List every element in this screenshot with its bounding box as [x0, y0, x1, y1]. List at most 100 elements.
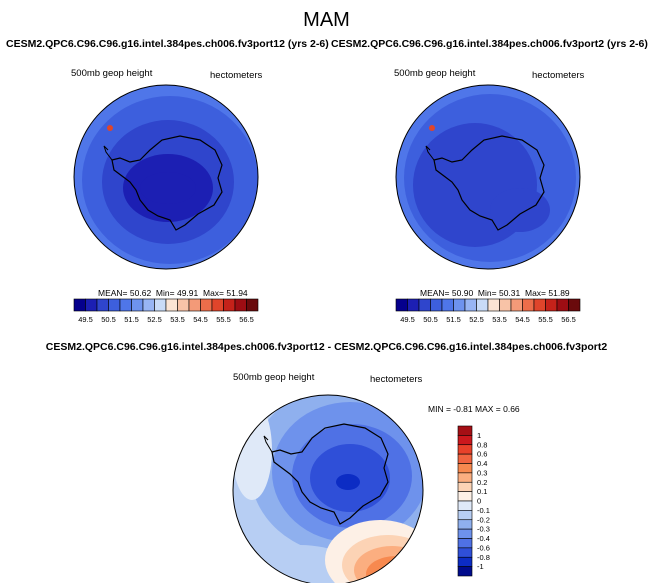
panel2-colorbar-tick-label: 53.5: [492, 315, 507, 324]
panel3-map-border: [232, 394, 424, 583]
panel2-colorbar-box: [556, 298, 569, 312]
panel3-title: CESM2.QPC6.C96.C96.g16.intel.384pes.ch00…: [45, 341, 608, 353]
panel3-colorbar-box: [457, 453, 473, 464]
panel2-colorbar-box: [545, 298, 558, 312]
panel3-colorbar-tick-label: -0.3: [477, 525, 490, 534]
panel1-map-border: [73, 84, 259, 270]
panel2-colorbar-box: [464, 298, 477, 312]
panel1-colorbar-tick-label: 53.5: [170, 315, 185, 324]
panel3-peninsula-outline: [263, 435, 273, 453]
panel2-colorbar-tick-label: 55.5: [538, 315, 553, 324]
panel2-colorbar-tick-label: 49.5: [400, 315, 415, 324]
panel3-colorbar-box: [457, 519, 473, 530]
panel3-colorbar-tick-label: 1: [477, 431, 481, 440]
panel2-stats: MEAN= 50.90 Min= 50.31 Max= 51.89: [420, 288, 570, 298]
panel3-contours: [233, 395, 423, 583]
panel3-colorbar-tick-label: 0: [477, 497, 481, 506]
panel1-map: [73, 84, 259, 270]
panel3-field-label: 500mb geop height: [233, 372, 315, 383]
panel1-colorbar-tick-label: 49.5: [78, 315, 93, 324]
panel1-colorbar: 49.5 50.5 51.5 52.5 53.5 54.5 55.5 56.5: [73, 298, 259, 324]
panel2-peninsula-outline: [425, 145, 435, 161]
panel1-peninsula-outline: [103, 145, 113, 161]
panel2-units-label: hectometers: [532, 70, 585, 81]
panel3-colorbar-tick-label: -0.1: [477, 506, 490, 515]
panel2-colorbar-box: [487, 298, 500, 312]
panel2-colorbar-box: [453, 298, 466, 312]
panel2-map: [395, 84, 581, 270]
panel2-colorbar-box: [510, 298, 523, 312]
panel1-colorbar-box: [108, 298, 121, 312]
panel1-colorbar-tick-label: 55.5: [216, 315, 231, 324]
panel2-colorbar-box: [476, 298, 489, 312]
panel1-mean-label: MEAN=: [98, 288, 128, 298]
panel1-min: 49.91: [176, 288, 199, 298]
panel3-colorbar-tick-label: 0.6: [477, 450, 487, 459]
panel2-colorbar-box: [441, 298, 454, 312]
panel1-colorbar-box: [73, 298, 86, 312]
panel1-units-label: hectometers: [210, 70, 263, 81]
panel3-colorbar-tick-label: -0.6: [477, 543, 490, 552]
panel1-colorbar-box: [154, 298, 167, 312]
panel3-colorbar-tick-label: -0.4: [477, 534, 490, 543]
panel3-colorbar-tick-label: 0.3: [477, 468, 487, 477]
panel3-colorbar: 10.80.60.40.30.20.10-0.1-0.2-0.3-0.4-0.6…: [457, 425, 490, 577]
panel2-colorbar: 49.5 50.5 51.5 52.5 53.5 54.5 55.5 56.5: [395, 298, 581, 324]
panel1-colorbar-box: [200, 298, 213, 312]
panel3-colorbar-tick-label: 0.8: [477, 440, 487, 449]
panel1-colorbar-box: [188, 298, 201, 312]
panel2-field-label: 500mb geop height: [394, 68, 476, 79]
panel1-min-label: Min=: [155, 288, 175, 298]
panel2-colorbar-tick-label: 50.5: [423, 315, 438, 324]
panel1-colorbar-box: [96, 298, 109, 312]
panel1-title: CESM2.QPC6.C96.C96.g16.intel.384pes.ch00…: [6, 38, 329, 50]
panel1-colorbar-tick-label: 52.5: [147, 315, 162, 324]
panel2-colorbar-box: [430, 298, 443, 312]
panel3-colorbar-tick-label: 0.4: [477, 459, 487, 468]
panel2-colorbar-box: [407, 298, 420, 312]
panel1-colorbar-box: [246, 298, 259, 312]
panel2-mean: 50.90: [451, 288, 474, 298]
panel3-colorbar-box: [457, 481, 473, 492]
panel1-mean: 50.62: [129, 288, 152, 298]
panel3-colorbar-box: [457, 491, 473, 502]
panel2-title: CESM2.QPC6.C96.C96.g16.intel.384pes.ch00…: [331, 38, 648, 50]
panel3-colorbar-box: [457, 528, 473, 539]
panel2-colorbar-box: [418, 298, 431, 312]
panel3-colorbar-tick-label: -1: [477, 562, 484, 571]
panel1-field-label: 500mb geop height: [71, 68, 153, 79]
panel3-colorbar-box: [457, 510, 473, 521]
panel1-colorbar-box: [177, 298, 190, 312]
panel2-min-label: Min=: [477, 288, 497, 298]
panel1-max: 51.94: [226, 288, 248, 298]
panel1-colorbar-box: [234, 298, 247, 312]
page-title: MAM: [303, 9, 350, 31]
panel3-colorbar-box: [457, 435, 473, 446]
panel2-colorbar-tick-label: 56.5: [561, 315, 576, 324]
panel3-colorbar-box: [457, 425, 473, 436]
panel1-colorbar-box: [223, 298, 236, 312]
panel1-colorbar-box: [142, 298, 155, 312]
panel3-colorbar-box: [457, 538, 473, 549]
panel3-colorbar-box: [457, 547, 473, 558]
panel1-colorbar-box: [119, 298, 132, 312]
panel3-colorbar-box: [457, 566, 473, 577]
panel3-colorbar-tick-label: 0.2: [477, 478, 487, 487]
panel3-colorbar-box: [457, 472, 473, 483]
panel1-colorbar-tick-label: 51.5: [124, 315, 139, 324]
panel2-colorbar-box: [533, 298, 546, 312]
panel3-colorbar-tick-label: -0.8: [477, 553, 490, 562]
panel2-colorbar-tick-label: 51.5: [446, 315, 461, 324]
panel1-stats: MEAN= 50.62 Min= 49.91 Max= 51.94: [98, 288, 248, 298]
panel1-colorbar-tick-label: 50.5: [101, 315, 116, 324]
panel2-colorbar-box: [395, 298, 408, 312]
panel3-colorbar-tick-label: -0.2: [477, 515, 490, 524]
panel2-max: 51.89: [548, 288, 570, 298]
panel3-colorbar-box: [457, 463, 473, 474]
panel2-contours: [396, 85, 580, 269]
panel2-mean-label: MEAN=: [420, 288, 450, 298]
panel3-stats: MIN = -0.81 MAX = 0.66: [428, 404, 520, 414]
panel3-colorbar-box: [457, 500, 473, 511]
panel1-colorbar-tick-label: 56.5: [239, 315, 254, 324]
